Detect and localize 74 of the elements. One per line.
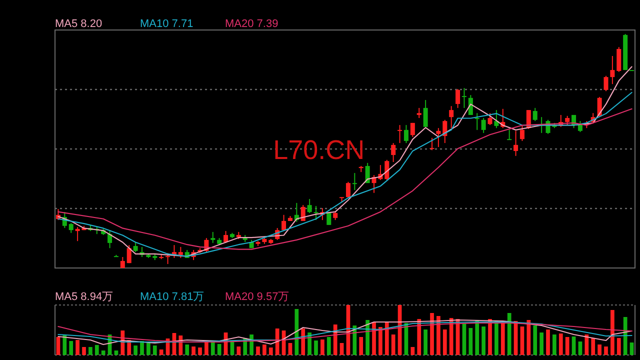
- bar: [623, 317, 628, 355]
- bar: [378, 327, 382, 355]
- bar: [134, 346, 138, 355]
- bar: [185, 344, 190, 355]
- bar: [294, 309, 299, 355]
- bar: [558, 334, 563, 355]
- bar: [546, 330, 550, 355]
- bar: [384, 322, 389, 355]
- bar: [630, 342, 634, 355]
- bar: [520, 326, 524, 355]
- bar: [94, 345, 99, 355]
- text: MA10 7.81万: [140, 291, 204, 303]
- bar: [610, 310, 614, 355]
- bar: [301, 328, 306, 355]
- bar: [475, 320, 480, 355]
- bar: [152, 346, 157, 355]
- bar: [572, 336, 576, 355]
- bar: [578, 342, 582, 355]
- bar: [442, 330, 447, 355]
- bar: [494, 321, 498, 355]
- bar: [88, 347, 92, 355]
- bar: [424, 330, 428, 355]
- bar: [159, 350, 164, 355]
- bar: [288, 343, 292, 355]
- bar: [198, 348, 202, 355]
- bar: [82, 347, 86, 355]
- bar: [616, 338, 621, 355]
- bar: [314, 340, 318, 355]
- bar: [417, 319, 422, 355]
- bar: [101, 350, 106, 355]
- bar: [146, 343, 150, 355]
- text: MA20 7.39: [225, 18, 278, 30]
- bar: [340, 343, 344, 355]
- bar: [507, 313, 512, 355]
- bar: [192, 346, 196, 355]
- bar: [56, 337, 60, 355]
- bar: [500, 323, 505, 355]
- bar: [430, 313, 434, 355]
- bar: [482, 326, 486, 355]
- bar: [584, 334, 589, 355]
- bar: [256, 346, 260, 355]
- bar: [533, 326, 538, 355]
- text: MA10 7.71: [140, 18, 194, 30]
- bar: [565, 337, 570, 355]
- bar: [449, 318, 454, 355]
- bar: [114, 350, 118, 355]
- bar: [333, 324, 338, 355]
- bar: [359, 337, 364, 355]
- bar: [236, 346, 241, 355]
- bar: [275, 328, 280, 355]
- bar: [526, 320, 531, 355]
- bar: [540, 332, 544, 355]
- text: MA5 8.94万: [55, 291, 114, 303]
- bar: [217, 344, 222, 355]
- bar: [552, 334, 556, 355]
- bar: [591, 338, 596, 355]
- text: MA5 8.20: [55, 18, 102, 30]
- annotation: L70.CN: [273, 135, 365, 165]
- bar: [468, 328, 473, 355]
- bar: [268, 348, 273, 355]
- bar: [140, 341, 144, 355]
- text: MA20 9.57万: [225, 291, 290, 303]
- bar: [69, 341, 74, 355]
- bar: [598, 344, 602, 355]
- bar: [76, 340, 80, 355]
- bar: [262, 344, 266, 355]
- bar: [410, 347, 415, 355]
- bar: [604, 346, 608, 355]
- bar: [436, 316, 440, 355]
- bar: [391, 334, 396, 355]
- bar: [366, 320, 370, 355]
- bar: [320, 340, 324, 355]
- bar: [488, 319, 492, 355]
- bar: [326, 337, 331, 355]
